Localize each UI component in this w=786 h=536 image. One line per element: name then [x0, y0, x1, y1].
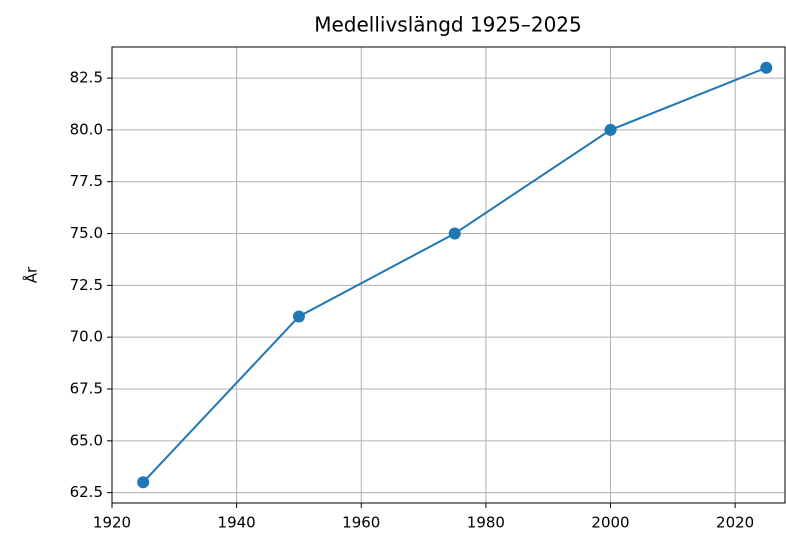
point	[137, 476, 150, 489]
y-tick-label: 77.5	[70, 172, 103, 190]
plot-frame	[111, 46, 786, 504]
point	[292, 310, 305, 323]
y-tick-label: 62.5	[70, 483, 103, 501]
y-tick-label: 72.5	[70, 276, 103, 294]
y-tick-label: 65.0	[70, 431, 103, 449]
x-tick-label: 1960	[342, 514, 380, 532]
y-tick-label: 82.5	[70, 69, 103, 87]
x-tick-label: 1940	[218, 514, 256, 532]
point	[604, 123, 617, 136]
y-tick-label: 75.0	[70, 224, 103, 242]
y-tick-label: 67.5	[70, 380, 103, 398]
point	[448, 227, 461, 240]
x-tick-label: 1920	[93, 514, 131, 532]
x-tick-label: 2000	[591, 514, 629, 532]
x-tick-label: 2020	[716, 514, 754, 532]
y-tick-label: 80.0	[70, 120, 103, 138]
x-tick-label: 1980	[467, 514, 505, 532]
chart-title: Medellivslängd 1925–2025	[314, 13, 582, 37]
y-tick-label: 70.0	[70, 328, 103, 346]
y-axis-label: År	[22, 266, 41, 283]
point	[760, 61, 773, 74]
